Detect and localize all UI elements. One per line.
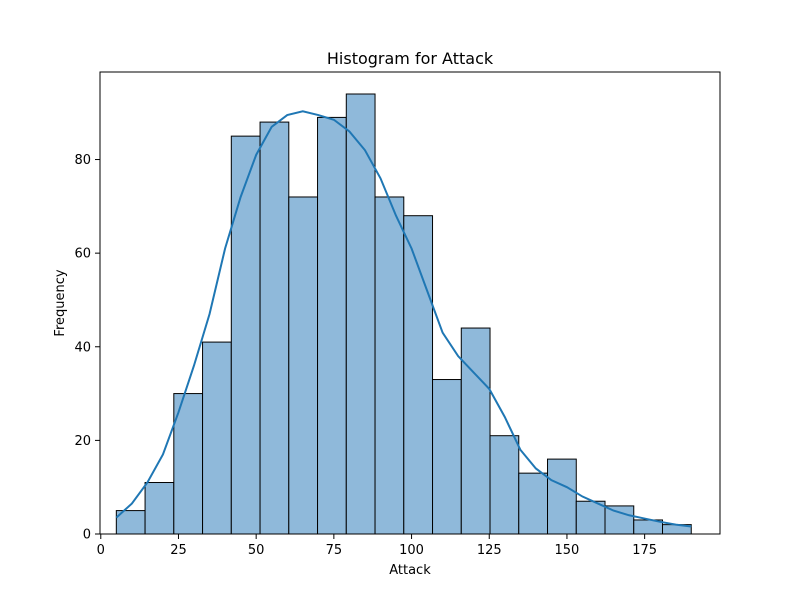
y-tick-label: 80 [74,153,91,168]
x-tick-label: 0 [97,543,105,558]
x-tick-label: 150 [555,543,580,558]
chart-title: Histogram for Attack [327,49,494,68]
x-tick-label: 175 [632,543,657,558]
histogram-bar [403,215,434,535]
histogram-bar [547,458,577,535]
x-tick-label: 75 [326,543,343,558]
histogram-bar [460,327,491,535]
y-axis-label: Frequency [53,269,68,336]
x-tick-label: 100 [399,543,424,558]
y-tick-label: 40 [74,340,91,355]
plot-frame [99,71,721,535]
y-tick-label: 20 [74,434,91,449]
histogram-bar [489,435,520,535]
x-axis: 0 25 50 75 100 125 150 175 [97,534,657,558]
histogram-bar [144,482,175,535]
x-axis-label: Attack [389,563,431,578]
y-tick-label: 60 [74,247,91,262]
histogram-bar [230,135,261,535]
histogram-bar [288,196,319,535]
x-tick-label: 25 [170,543,187,558]
kde-curve [115,110,692,528]
histogram-bar [317,116,347,535]
y-axis: 0 20 40 60 80 [74,153,100,543]
histogram-bar [518,472,549,535]
bars-group [115,93,692,535]
histogram-bar [345,93,376,535]
histogram-bar [374,196,405,535]
histogram-bar [202,341,232,535]
x-tick-label: 50 [248,543,265,558]
histogram-bar [432,379,462,535]
x-tick-label: 125 [477,543,502,558]
histogram-bar [575,500,606,535]
histogram-bar [604,505,635,535]
y-tick-label: 0 [83,528,91,543]
histogram-bar [259,121,290,535]
